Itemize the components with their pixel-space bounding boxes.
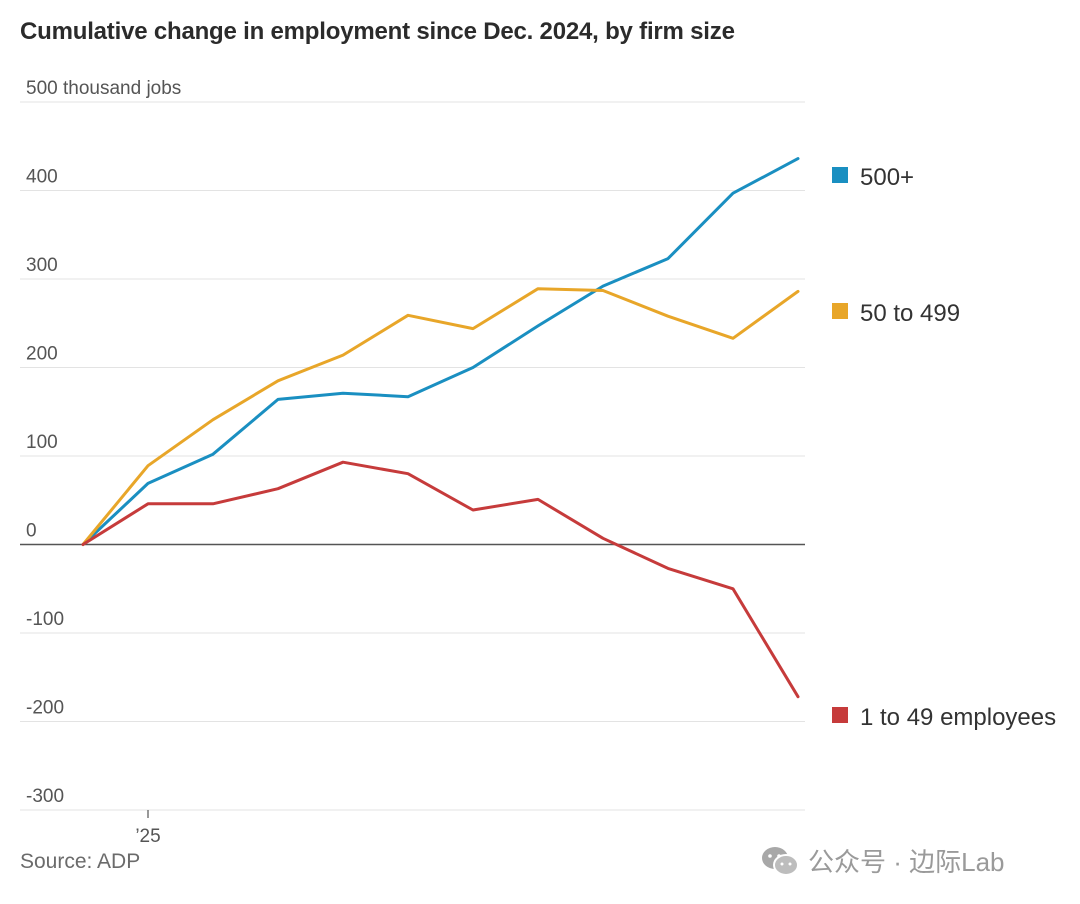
y-tick-label: 500 thousand jobs (26, 78, 181, 99)
series-line-1 (81, 287, 800, 546)
y-tick-label: -200 (26, 698, 64, 719)
legend-label: 50 to 499 (860, 300, 960, 327)
chart-title: Cumulative change in employment since De… (20, 18, 735, 45)
watermark-text: 公众号 · 边际Lab (808, 847, 1005, 877)
y-tick-label: 0 (26, 521, 37, 542)
series-line-2 (81, 460, 800, 699)
legend-label: 500+ (860, 164, 914, 191)
series-lines (81, 157, 800, 699)
gridlines (20, 101, 805, 811)
legend-label: 1 to 49 employees (860, 704, 1056, 731)
legend-swatch (832, 167, 848, 183)
legend-swatch (832, 707, 848, 723)
y-axis-ticks: 500 thousand jobs 400 300 200 100 0 -100 -200 -3… (26, 78, 181, 807)
y-tick-label: 100 (26, 432, 58, 453)
wechat-icon (762, 846, 799, 876)
y-tick-label: 400 (26, 167, 58, 188)
watermark: 公众号 · 边际Lab (760, 842, 1005, 879)
legend-swatch (832, 303, 848, 319)
legend: 500+ 50 to 499 1 to 49 employees (832, 164, 1056, 731)
y-tick-label: 300 (26, 255, 58, 276)
x-tick-label: ’25 (135, 826, 160, 847)
y-tick-label: -100 (26, 609, 64, 630)
y-tick-label: 200 (26, 344, 58, 365)
x-axis-ticks: ’25 (135, 810, 161, 847)
source-note: Source: ADP (20, 850, 141, 873)
series-line-0 (81, 157, 800, 546)
y-tick-label: -300 (26, 786, 64, 807)
